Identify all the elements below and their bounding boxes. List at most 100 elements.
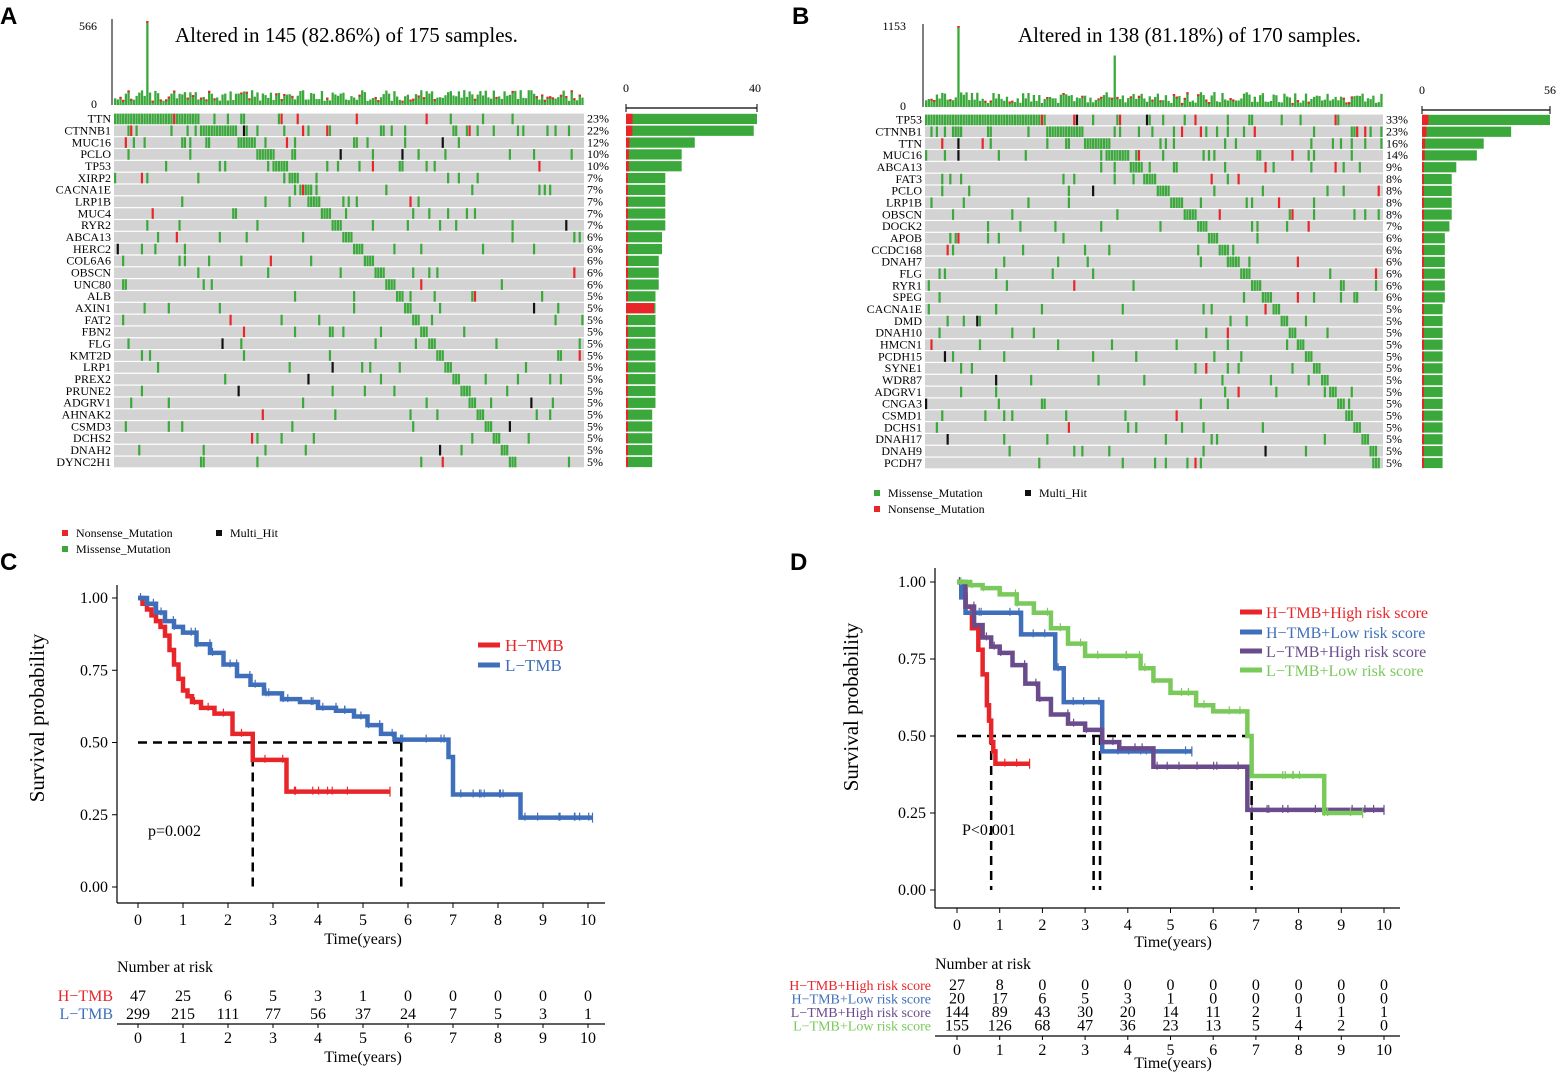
mutation-cell bbox=[438, 302, 442, 314]
mutation-cell bbox=[995, 303, 998, 315]
gene-count-bar bbox=[1422, 209, 1452, 220]
mutation-cell bbox=[455, 373, 458, 385]
mutation-cell bbox=[1226, 173, 1229, 185]
mutation-cell bbox=[361, 362, 364, 373]
mutation-cell bbox=[186, 125, 189, 137]
mutation-cell bbox=[1321, 374, 1324, 386]
mutation-cell bbox=[927, 280, 930, 291]
mutation-cell bbox=[315, 184, 318, 196]
mutation-cell bbox=[951, 114, 955, 126]
tmb-bar bbox=[538, 99, 541, 105]
tmb-bar bbox=[398, 99, 401, 105]
mutation-cell bbox=[1116, 150, 1119, 161]
mutation-cell bbox=[506, 444, 509, 456]
tmb-bar bbox=[1075, 97, 1079, 107]
risk-count: 155 bbox=[945, 1018, 969, 1035]
mutation-cell bbox=[962, 197, 965, 209]
mutation-cell bbox=[1003, 256, 1006, 268]
gene-count-bar-nonsense bbox=[1422, 351, 1424, 362]
risk-count: 23 bbox=[1163, 1018, 1179, 1035]
mutation-cell bbox=[245, 231, 248, 243]
gene-label: WDR87 bbox=[882, 373, 922, 387]
mutation-cell bbox=[1323, 434, 1326, 445]
mutation-cell bbox=[498, 433, 501, 444]
mutation-cell bbox=[242, 350, 246, 361]
mutation-cell bbox=[178, 255, 181, 267]
gene-label: FAT2 bbox=[85, 313, 111, 327]
mutation-cell bbox=[347, 196, 350, 208]
mutation-cell bbox=[997, 232, 1000, 244]
panel-a-bar-max-label: 40 bbox=[749, 81, 761, 95]
gene-count-bar bbox=[1422, 363, 1443, 374]
mutation-cell bbox=[436, 267, 439, 279]
gene-count-bar-nonsense bbox=[1422, 304, 1424, 315]
mutation-cell bbox=[1127, 150, 1130, 161]
mutation-cell bbox=[1310, 138, 1313, 149]
risk-x-tick-label: 3 bbox=[1081, 1042, 1089, 1059]
gene-count-bar bbox=[1422, 446, 1443, 457]
mutation-cell bbox=[951, 244, 955, 256]
mutation-cell bbox=[452, 125, 455, 137]
tmb-bar bbox=[229, 91, 232, 105]
mutation-cell bbox=[420, 279, 423, 290]
tmb-bar bbox=[1226, 100, 1230, 107]
risk-x-tick-label: 5 bbox=[1167, 1042, 1175, 1059]
mutation-cell bbox=[960, 126, 963, 138]
mutation-cell bbox=[1075, 114, 1079, 126]
mutation-cell bbox=[455, 220, 458, 231]
tmb-bar-nonsense bbox=[1347, 102, 1351, 105]
mutation-cell bbox=[183, 255, 187, 267]
mutation-cell bbox=[135, 125, 138, 137]
mutation-cell bbox=[492, 125, 495, 137]
tmb-bar-nonsense bbox=[495, 96, 498, 99]
risk-count: 24 bbox=[400, 1006, 416, 1023]
tmb-bar bbox=[943, 93, 947, 107]
mutation-cell bbox=[315, 172, 318, 184]
mutation-cell bbox=[935, 126, 938, 138]
mutation-cell bbox=[935, 422, 938, 433]
risk-count: 0 bbox=[1295, 977, 1303, 994]
tmb-bar bbox=[557, 97, 560, 105]
mutation-cell bbox=[208, 137, 211, 148]
mutation-cell bbox=[946, 315, 949, 327]
mutation-cell bbox=[951, 351, 955, 362]
gene-count-bar-nonsense bbox=[626, 314, 628, 326]
tmb-bar bbox=[471, 94, 474, 105]
tmb-bar-nonsense bbox=[1116, 96, 1119, 99]
gene-count-bar-nonsense bbox=[1422, 209, 1424, 220]
x-tick-label: 9 bbox=[539, 912, 547, 929]
mutation-cell bbox=[1353, 422, 1356, 433]
tmb-bar bbox=[514, 90, 517, 105]
mutation-cell bbox=[1213, 351, 1216, 362]
mutation-cell bbox=[122, 314, 125, 326]
mutation-cell bbox=[1277, 303, 1281, 315]
tmb-bar bbox=[1269, 100, 1273, 107]
gene-count-bar-nonsense bbox=[1422, 363, 1424, 374]
tmb-bar bbox=[1051, 98, 1054, 107]
mutation-cell bbox=[310, 196, 313, 208]
gene-label: SYNE1 bbox=[885, 361, 922, 375]
mutation-cell bbox=[398, 362, 401, 373]
tmb-bar bbox=[578, 94, 581, 105]
gene-percent-label: 16% bbox=[1386, 136, 1408, 150]
mutation-cell bbox=[1057, 126, 1060, 138]
tmb-bar-nonsense bbox=[1129, 96, 1133, 99]
mutation-cell bbox=[194, 125, 197, 137]
gene-label: TP53 bbox=[85, 159, 111, 173]
tmb-bar bbox=[506, 95, 509, 105]
gene-label: RYR1 bbox=[892, 278, 922, 292]
gene-label: FBN2 bbox=[82, 325, 111, 339]
risk-count: 43 bbox=[1034, 1004, 1050, 1021]
oncoplot-row-bg bbox=[925, 374, 1383, 386]
tmb-bar bbox=[573, 98, 576, 105]
gene-percent-label: 5% bbox=[1386, 302, 1402, 316]
mutation-cell bbox=[471, 433, 474, 444]
mutation-cell bbox=[1221, 374, 1224, 386]
gene-percent-label: 5% bbox=[587, 419, 603, 433]
tmb-bar bbox=[175, 98, 179, 105]
mutation-cell bbox=[1003, 114, 1006, 126]
tmb-bar-nonsense bbox=[949, 99, 952, 102]
gene-count-bar bbox=[626, 232, 663, 243]
tmb-bar bbox=[995, 98, 998, 107]
tmb-bar bbox=[1197, 94, 1200, 107]
